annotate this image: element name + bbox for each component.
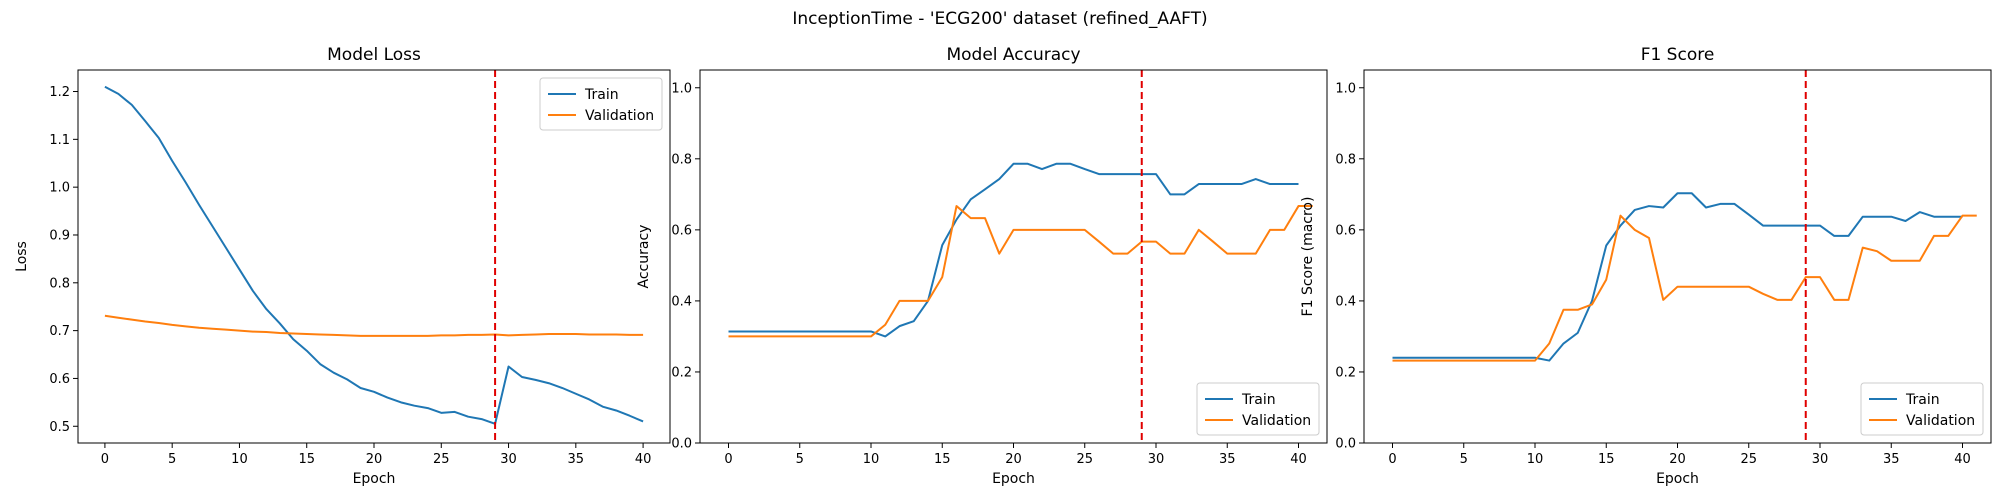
panel-title: Model Loss xyxy=(327,45,421,65)
x-axis-label: Epoch xyxy=(1656,471,1699,487)
y-tick-label: 0.6 xyxy=(49,372,70,387)
x-tick-label: 35 xyxy=(568,452,585,467)
x-tick-label: 0 xyxy=(724,452,732,467)
y-axis-label: F1 Score (macro) xyxy=(1300,197,1316,317)
x-tick-label: 40 xyxy=(1954,452,1971,467)
y-tick-label: 1.1 xyxy=(49,133,70,148)
legend: Train Validation xyxy=(539,77,663,131)
chart-panel-2: 0 5 10 15 20 25 30 35 40 0.0 0.2 0.4 0.6 0.8 1.0 Model … xyxy=(636,45,1328,487)
legend-label-train: Train xyxy=(1905,392,1940,408)
x-tick-label: 15 xyxy=(934,452,951,467)
x-tick-label: 10 xyxy=(1527,452,1544,467)
x-tick-label: 30 xyxy=(500,452,517,467)
y-tick-label: 0.8 xyxy=(1335,152,1356,167)
y-tick-label: 0.4 xyxy=(671,294,692,309)
x-tick-label: 20 xyxy=(366,452,383,467)
x-tick-label: 15 xyxy=(1598,452,1615,467)
x-tick-label: 0 xyxy=(101,452,109,467)
y-tick-label: 0.0 xyxy=(1335,437,1356,452)
y-tick-label: 0.8 xyxy=(49,276,70,291)
legend-label-validation: Validation xyxy=(585,108,654,124)
chart-panel-1: 0 5 10 15 20 25 30 35 40 0.5 0.6 0.7 0.8 0.9 1.0 1.1 1.2… xyxy=(14,45,671,487)
series-line-train xyxy=(728,162,1299,338)
legend-label-validation: Validation xyxy=(1242,413,1311,429)
series-line-train xyxy=(1392,192,1963,362)
legend-box xyxy=(1196,382,1320,436)
x-tick-label: 10 xyxy=(863,452,880,467)
x-tick-label: 30 xyxy=(1148,452,1165,467)
series-line-validation xyxy=(1392,214,1977,362)
x-tick-label: 10 xyxy=(231,452,248,467)
x-tick-label: 0 xyxy=(1388,452,1396,467)
y-axis-label: Loss xyxy=(14,241,30,272)
y-tick-label: 0.6 xyxy=(1335,223,1356,238)
panel-title: Model Accuracy xyxy=(946,45,1080,65)
x-tick-label: 35 xyxy=(1883,452,1900,467)
chart-panel-3: 0 5 10 15 20 25 30 35 40 0.0 0.2 0.4 0.6 0.8 1.0 F1 Sco… xyxy=(1300,45,1992,487)
x-tick-label: 5 xyxy=(796,452,804,467)
y-tick-label: 1.0 xyxy=(1335,81,1356,96)
x-tick-label: 20 xyxy=(1669,452,1686,467)
figure-title: InceptionTime - 'ECG200' dataset (refine… xyxy=(792,9,1207,29)
x-tick-label: 5 xyxy=(168,452,176,467)
x-tick-label: 30 xyxy=(1812,452,1829,467)
y-tick-label: 1.2 xyxy=(49,85,70,100)
legend: Train Validation xyxy=(1196,382,1320,436)
legend-box xyxy=(1860,382,1984,436)
y-tick-label: 0.0 xyxy=(671,437,692,452)
legend-label-train: Train xyxy=(1241,392,1276,408)
panel-title: F1 Score xyxy=(1641,45,1715,65)
y-axis-label: Accuracy xyxy=(636,225,652,289)
y-tick-label: 0.4 xyxy=(1335,294,1356,309)
legend-label-validation: Validation xyxy=(1906,413,1975,429)
x-tick-label: 25 xyxy=(433,452,450,467)
legend: Train Validation xyxy=(1860,382,1984,436)
y-tick-label: 0.5 xyxy=(49,420,70,435)
y-tick-label: 1.0 xyxy=(49,181,70,196)
x-tick-label: 20 xyxy=(1005,452,1022,467)
x-axis-label: Epoch xyxy=(353,471,396,487)
y-tick-label: 0.9 xyxy=(49,228,70,243)
legend-box xyxy=(539,77,663,131)
x-tick-label: 40 xyxy=(635,452,652,467)
y-tick-label: 0.2 xyxy=(671,365,692,380)
y-tick-label: 1.0 xyxy=(671,81,692,96)
x-tick-label: 25 xyxy=(1740,452,1757,467)
series-line-train xyxy=(104,85,644,425)
x-tick-label: 25 xyxy=(1076,452,1093,467)
series-line-validation xyxy=(104,314,644,337)
x-tick-label: 35 xyxy=(1219,452,1236,467)
y-tick-label: 0.6 xyxy=(671,223,692,238)
x-tick-label: 40 xyxy=(1290,452,1307,467)
x-axis-label: Epoch xyxy=(992,471,1035,487)
x-tick-label: 5 xyxy=(1460,452,1468,467)
y-tick-label: 0.7 xyxy=(49,324,70,339)
legend-label-train: Train xyxy=(584,87,619,103)
x-tick-label: 15 xyxy=(298,452,315,467)
series-line-validation xyxy=(728,205,1313,338)
y-tick-label: 0.8 xyxy=(671,152,692,167)
y-tick-label: 0.2 xyxy=(1335,365,1356,380)
